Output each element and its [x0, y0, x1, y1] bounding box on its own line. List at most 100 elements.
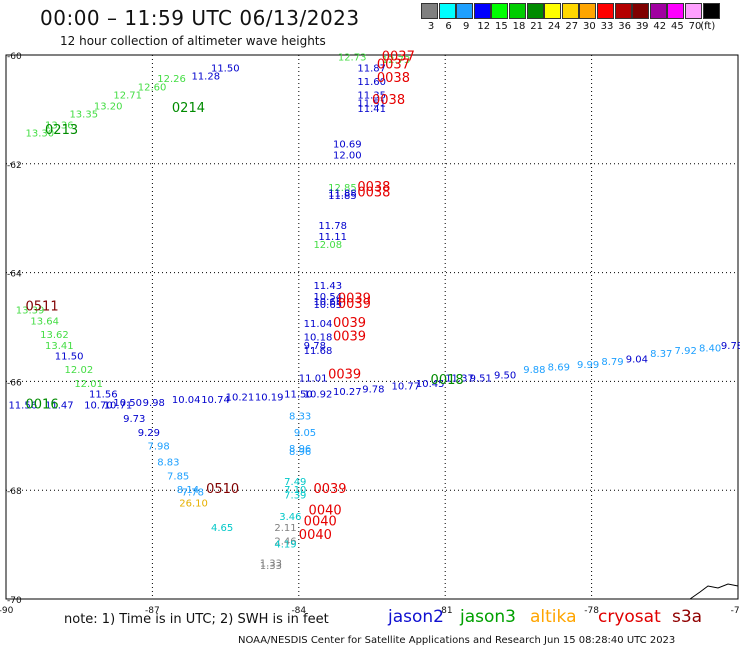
wave-height-label: 7.39	[284, 490, 306, 501]
wave-height-label: 11.78	[318, 221, 347, 232]
wave-height-label: 9.78	[304, 341, 326, 352]
legend-swatch	[561, 3, 579, 19]
wave-height-label: 8.79	[601, 357, 623, 368]
wave-height-label: 9.04	[626, 354, 648, 365]
legend-label: 24	[547, 21, 561, 32]
wave-height-label: 11.56	[8, 401, 37, 412]
wave-height-label: 9.50	[494, 371, 516, 382]
wave-height-label: 13.30	[26, 129, 55, 140]
wave-height-label: 11.01	[299, 373, 328, 384]
x-tick-label: -78	[584, 606, 599, 616]
wave-height-label: 13.64	[30, 316, 59, 327]
wave-height-label: 11.28	[191, 71, 220, 82]
wave-height-label: 8.96	[289, 444, 311, 455]
wave-height-label: 11.04	[304, 319, 333, 330]
wave-height-label: 1.33	[260, 561, 282, 572]
wave-height-label: 9.78	[362, 384, 384, 395]
y-tick-label: -70	[7, 596, 22, 606]
wave-height-label: 12.73	[338, 52, 367, 63]
wave-height-label: 9.73	[123, 414, 145, 425]
wave-height-label: 10.65	[313, 300, 342, 311]
x-tick-label: -84	[291, 606, 306, 616]
pass-time-label: 0038	[357, 180, 390, 195]
legend-swatch	[473, 3, 491, 19]
wave-height-label: 10.70	[84, 401, 113, 412]
wave-height-label: 4.19	[274, 539, 296, 550]
wave-height-label: 10.04	[172, 395, 201, 406]
credit-line: NOAA/NESDIS Center for Satellite Applica…	[238, 635, 676, 646]
wave-height-label: 8.96	[289, 447, 311, 458]
wave-height-label: 13.39	[16, 305, 45, 316]
legend-swatch	[544, 3, 562, 19]
legend-label: 3	[427, 21, 435, 32]
wave-height-label: 11.51	[357, 99, 386, 110]
wave-height-label: 10.21	[226, 392, 255, 403]
legend-label: 6	[445, 21, 452, 32]
legend-swatch	[649, 3, 667, 19]
pass-time-label: 0040	[309, 504, 342, 519]
satellite-label-cryosat: cryosat	[598, 607, 661, 627]
pass-time-label: 0038	[357, 185, 390, 200]
legend-label: 33	[600, 21, 614, 32]
wave-height-label: 4.65	[211, 523, 233, 534]
satellite-label-s3a: s3a	[672, 607, 703, 627]
pass-time-label: 0039	[333, 330, 366, 345]
wave-height-label: 2.46	[274, 537, 296, 548]
y-tick-label: -64	[7, 270, 22, 280]
legend-label: 70	[688, 21, 702, 32]
wave-height-label: 12.73	[382, 55, 411, 66]
legend-unit: (ft)	[700, 21, 716, 32]
wave-height-label: 8.69	[548, 363, 570, 374]
pass-time-label: 0039	[333, 316, 366, 331]
wave-height-label: 7.49	[284, 477, 306, 488]
legend-swatch	[509, 3, 526, 19]
wave-height-label: 8.37	[650, 349, 672, 360]
wave-height-label: 10.45	[416, 379, 445, 390]
wave-height-label: 9.98	[143, 398, 165, 409]
wave-height-label: 11.35	[357, 91, 386, 102]
legend-swatch	[456, 3, 474, 19]
map-frame	[5, 54, 739, 600]
y-tick-label: -60	[7, 52, 22, 62]
wave-height-label: 11.47	[45, 401, 74, 412]
legend-swatch	[597, 3, 614, 19]
legend-label: 15	[495, 21, 508, 32]
x-tick-label: -81	[438, 606, 453, 616]
wave-height-label: 11.60	[357, 77, 386, 88]
wave-height-label: 11.88	[328, 188, 357, 199]
wave-height-label: 7.98	[148, 441, 170, 452]
pass-time-label: 0039	[338, 292, 371, 307]
wave-height-label: 13.35	[69, 110, 98, 121]
wave-height-label: 11.56	[89, 390, 118, 401]
legend-swatch	[667, 3, 685, 19]
wave-height-label: 12.00	[333, 150, 362, 161]
wave-height-label: 10.92	[304, 390, 333, 401]
wave-height-label: 10.65	[313, 297, 342, 308]
wave-height-label: 9.29	[138, 428, 160, 439]
wave-height-label: 9.78	[721, 341, 740, 352]
pass-time-label: 0510	[206, 482, 239, 497]
wave-height-label: 9.05	[294, 428, 316, 439]
wave-height-label: 11.43	[313, 281, 342, 292]
wave-height-label: 12.26	[157, 74, 186, 85]
legend-label: 9	[463, 21, 470, 32]
legend-swatch	[526, 3, 544, 19]
legend-label: 27	[565, 21, 579, 32]
wave-height-label: 7.85	[167, 471, 189, 482]
wave-height-label: 12.02	[65, 365, 94, 376]
wave-height-label: 2.11	[274, 523, 296, 534]
pass-time-label: 0213	[45, 123, 78, 138]
wave-height-label: 13.62	[40, 330, 69, 341]
wave-height-label: 7.78	[182, 488, 204, 499]
satellite-label-jason3: jason3	[460, 607, 516, 627]
pass-time-label: 0040	[304, 515, 337, 530]
wave-height-label: 11.68	[304, 346, 333, 357]
map-title: 00:00 – 11:59 UTC 06/13/2023	[40, 6, 360, 30]
legend-label: 30	[583, 21, 596, 32]
pass-time-label: 0018	[431, 373, 464, 388]
legend-swatch	[438, 3, 456, 19]
wave-height-label: 8.83	[157, 458, 179, 469]
wave-height-label: 11.11	[318, 232, 347, 243]
wave-height-label: 9.99	[577, 360, 599, 371]
